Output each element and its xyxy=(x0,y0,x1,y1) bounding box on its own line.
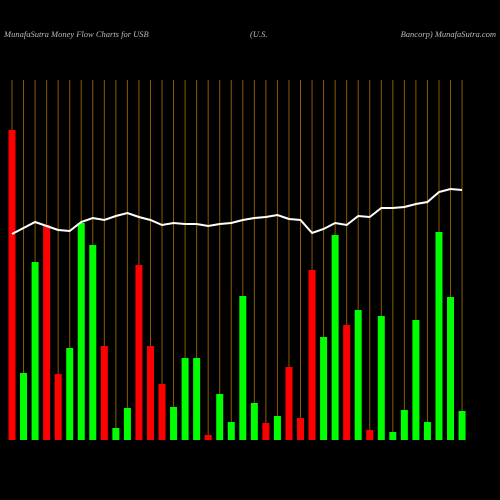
bar xyxy=(123,408,131,440)
bar xyxy=(193,358,201,440)
bar xyxy=(377,316,385,440)
bar xyxy=(389,432,397,440)
money-flow-line xyxy=(11,187,463,235)
bar xyxy=(181,358,189,440)
bar xyxy=(54,374,62,440)
bar xyxy=(20,373,28,440)
bar xyxy=(423,422,431,440)
bar xyxy=(100,346,108,440)
bar xyxy=(458,411,466,440)
bar xyxy=(227,422,235,440)
bar xyxy=(216,394,224,440)
bar xyxy=(435,232,443,440)
chart-title: Bancorp) MunafaSutra.com xyxy=(401,29,496,39)
bar xyxy=(239,296,247,440)
bar xyxy=(343,325,351,440)
bar xyxy=(31,262,39,440)
bar xyxy=(273,416,281,440)
bar xyxy=(354,310,362,440)
bar xyxy=(331,235,339,440)
bar xyxy=(400,410,408,440)
bar xyxy=(262,423,270,440)
bar xyxy=(43,225,51,440)
bar xyxy=(77,223,85,440)
bar xyxy=(158,384,166,440)
bar xyxy=(366,430,374,440)
bar xyxy=(250,403,258,440)
bar xyxy=(89,245,97,440)
chart-title: (U.S. xyxy=(250,29,267,39)
bar xyxy=(146,346,154,440)
bar xyxy=(297,418,304,440)
bar xyxy=(66,348,74,440)
bar xyxy=(447,297,455,440)
bar xyxy=(412,320,420,440)
bar xyxy=(320,337,328,440)
chart-title: MunafaSutra Money Flow Charts for USB xyxy=(3,29,149,39)
bar xyxy=(285,367,293,440)
bar xyxy=(112,428,120,440)
bar xyxy=(8,130,16,440)
bar xyxy=(308,270,316,440)
bar xyxy=(135,265,143,440)
bar xyxy=(204,435,212,440)
bar xyxy=(170,407,178,440)
